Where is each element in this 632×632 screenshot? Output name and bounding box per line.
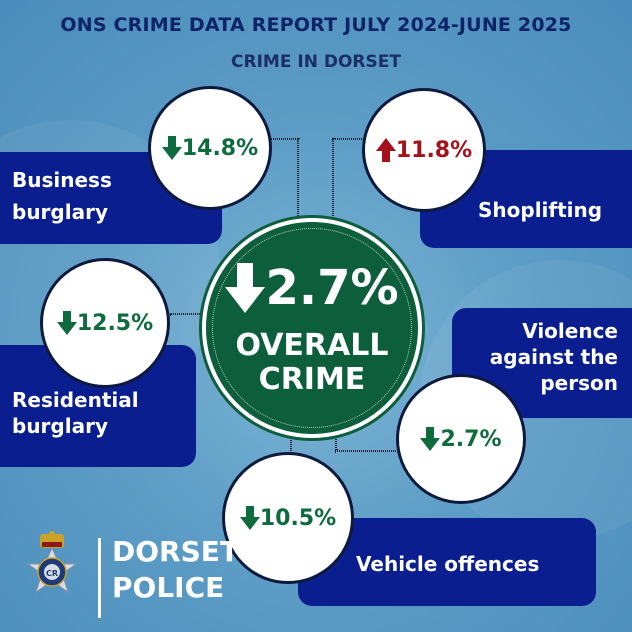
stat-value-wrap: 12.5% bbox=[56, 310, 154, 336]
connector-line bbox=[335, 450, 400, 452]
connector-line bbox=[332, 138, 334, 228]
stat-circle-vehicle-offences: 10.5% bbox=[222, 452, 354, 584]
logo-line1: DORSET bbox=[112, 535, 239, 568]
overall-label-line1: OVERALL bbox=[235, 328, 389, 363]
logo-line2: POLICE bbox=[112, 571, 225, 604]
arrow-down-icon bbox=[239, 506, 260, 530]
overall-crime-circle: 2.7% OVERALL CRIME bbox=[202, 218, 422, 438]
overall-label-line2: CRIME bbox=[258, 362, 366, 397]
connector-line bbox=[170, 313, 206, 315]
arrow-up-icon bbox=[375, 138, 396, 162]
arrow-down-icon bbox=[161, 136, 182, 160]
stat-value-wrap: 11.8% bbox=[375, 137, 473, 163]
stat-label-line: Vehicle offences bbox=[356, 552, 540, 576]
stat-label-line: Business bbox=[12, 168, 112, 192]
overall-value-wrap: 2.7% bbox=[206, 260, 418, 316]
stat-label-line: burglary bbox=[12, 200, 108, 224]
stat-label-line: person bbox=[540, 371, 618, 395]
stat-value-wrap: 14.8% bbox=[161, 135, 259, 161]
stat-value: 2.7% bbox=[440, 426, 502, 452]
stat-value-wrap: 10.5% bbox=[239, 505, 337, 531]
stat-value: 12.5% bbox=[76, 310, 154, 336]
stat-circle-violence: 2.7% bbox=[396, 374, 526, 504]
stat-label-line: against the bbox=[489, 345, 618, 369]
overall-value: 2.7% bbox=[265, 260, 399, 316]
arrow-down-icon bbox=[225, 263, 266, 313]
stat-circle-residential-burglary: 12.5% bbox=[40, 258, 170, 388]
stat-value: 11.8% bbox=[395, 137, 473, 163]
stat-circle-business-burglary: 14.8% bbox=[148, 86, 272, 210]
stat-label-line: burglary bbox=[12, 414, 108, 438]
stat-circle-shoplifting: 11.8% bbox=[362, 88, 486, 212]
logo-divider bbox=[98, 538, 101, 618]
dorset-police-logo: CR DORSET POLICE bbox=[12, 530, 242, 620]
connector-line bbox=[297, 138, 299, 228]
stat-value: 10.5% bbox=[259, 505, 337, 531]
stat-value: 14.8% bbox=[181, 135, 259, 161]
stat-label-line: Shoplifting bbox=[478, 198, 603, 222]
police-crest-icon: CR bbox=[26, 531, 78, 594]
stat-label-line: Violence bbox=[522, 319, 618, 343]
page-title: ONS CRIME DATA REPORT JULY 2024-JUNE 202… bbox=[60, 14, 572, 36]
page-subtitle: CRIME IN DORSET bbox=[231, 52, 401, 72]
svg-text:CR: CR bbox=[46, 569, 58, 578]
stat-value-wrap: 2.7% bbox=[420, 426, 502, 452]
inner-ring bbox=[212, 228, 412, 428]
connector-line bbox=[268, 138, 298, 140]
stat-label-line: Residential bbox=[12, 388, 139, 412]
arrow-down-icon bbox=[56, 311, 77, 335]
arrow-down-icon bbox=[420, 427, 441, 451]
